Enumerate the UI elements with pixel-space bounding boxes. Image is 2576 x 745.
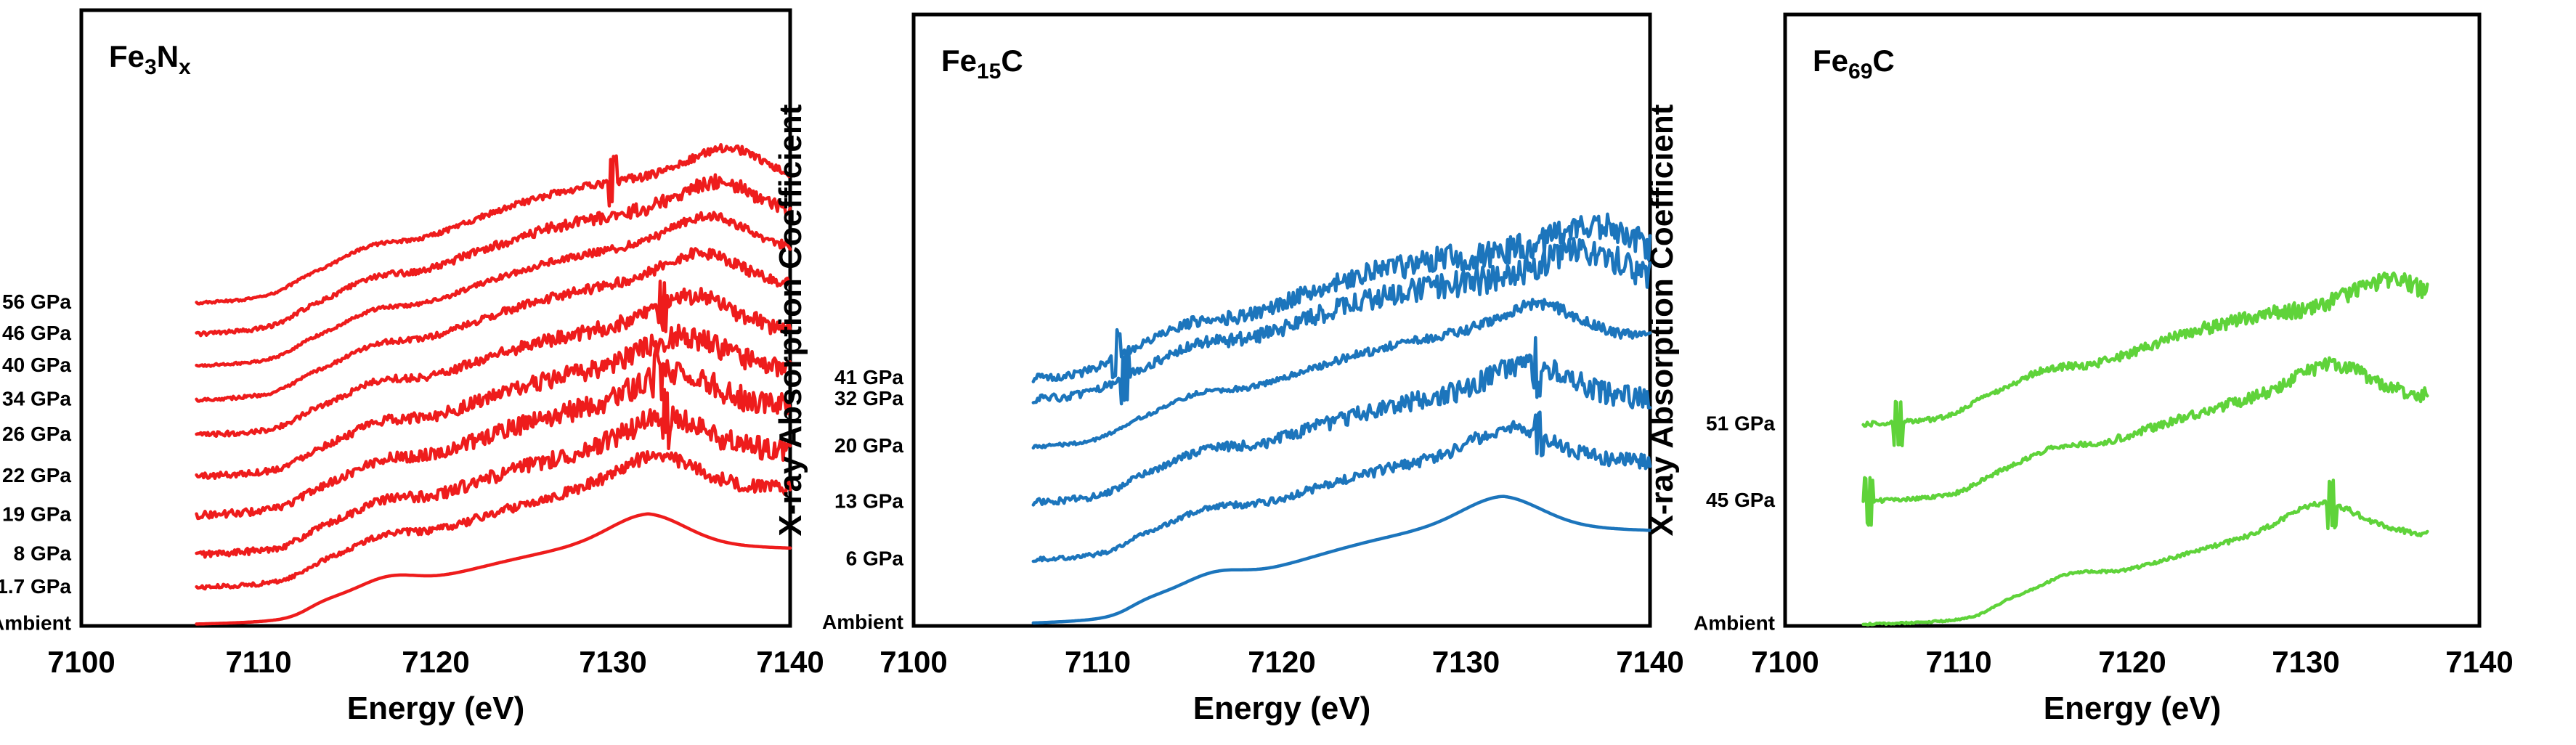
series-label: 19 GPa	[2, 502, 71, 525]
series-line-8-gpa	[195, 388, 792, 559]
series-label: 13 GPa	[834, 489, 903, 512]
series-label: 22 GPa	[2, 464, 71, 487]
x-tick-label: 7120	[2098, 645, 2166, 679]
panel-title: Fe3Nx	[109, 39, 191, 79]
series-label: 26 GPa	[2, 423, 71, 445]
series-label: 40 GPa	[2, 354, 71, 376]
series-line-20-gpa	[1031, 298, 1652, 450]
series-line-22-gpa	[195, 323, 792, 481]
x-tick-label: 7100	[47, 645, 115, 679]
plot-frame	[79, 8, 792, 628]
series-line-40-gpa	[195, 211, 792, 368]
x-tick-label: 7140	[1616, 645, 1683, 679]
x-tick-label: 7110	[225, 645, 291, 679]
series-line-45-gpa	[1861, 356, 2429, 527]
series-line-ambient	[195, 512, 792, 626]
x-tick-label: 7110	[1925, 645, 1991, 679]
x-tick-label: 7100	[879, 645, 947, 679]
x-tick-label: 7140	[756, 645, 824, 679]
panel-1: Ambient 1.7 GPa 8 GPa 19 GPa 22 GPa 26 GPa 34 …	[0, 8, 824, 726]
series-label: 46 GPa	[2, 322, 71, 344]
plot-frame	[1783, 12, 2482, 628]
series-label: Ambient	[0, 611, 71, 634]
x-tick-label: 7120	[402, 645, 469, 679]
series-line-41-gpa	[1031, 212, 1652, 383]
series-label: Ambient	[822, 611, 903, 633]
panel-title: Fe69C	[1813, 44, 1895, 84]
y-axis-title: X-ray Absorption Coefficient	[1644, 104, 1680, 536]
x-axis-title: Energy (eV)	[1193, 691, 1371, 726]
series-line-46-gpa	[195, 173, 792, 338]
series-label: Ambient	[1694, 612, 1775, 635]
series-line-1-7-gpa	[195, 449, 792, 591]
panel-title: Fe15C	[941, 44, 1023, 84]
plot-frame	[911, 12, 1652, 628]
series-label: 8 GPa	[14, 542, 72, 564]
series-label: 6 GPa	[846, 547, 904, 569]
x-tick-label: 7120	[1248, 645, 1315, 679]
series-line-6-gpa	[1031, 410, 1652, 563]
x-tick-label: 7130	[1432, 645, 1500, 679]
series-line-26-gpa	[195, 280, 792, 439]
series-line-ambient	[1031, 494, 1652, 625]
x-tick-label: 7100	[1751, 645, 1819, 679]
series-line-ambient	[1861, 479, 2429, 627]
x-tick-label: 7130	[579, 645, 646, 679]
series-line-51-gpa	[1861, 271, 2429, 447]
series-line-13-gpa	[1031, 335, 1652, 507]
series-label: 41 GPa	[834, 366, 903, 388]
x-axis-title: Energy (eV)	[347, 691, 525, 726]
y-axis-title: X-ray Absorption Coefficient	[773, 104, 808, 536]
series-label: 56 GPa	[2, 290, 71, 313]
series-line-32-gpa	[1031, 237, 1652, 406]
x-tick-label: 7140	[2445, 645, 2513, 679]
series-label: 45 GPa	[1706, 489, 1775, 511]
panel-3: Ambient 45 GPa 51 GPa 7100 7110 7120 7130 7140 E…	[1644, 12, 2514, 726]
series-label: 32 GPa	[834, 387, 903, 410]
x-axis-title: Energy (eV)	[2044, 691, 2222, 726]
series-line-56-gpa	[195, 143, 792, 306]
series-label: 20 GPa	[834, 434, 903, 457]
series-label: 51 GPa	[1706, 412, 1775, 434]
series-label: 34 GPa	[2, 388, 71, 410]
series-line-19-gpa	[195, 346, 792, 521]
series-label: 1.7 GPa	[0, 575, 71, 598]
series-line-34-gpa	[195, 247, 792, 403]
x-tick-label: 7130	[2272, 645, 2339, 679]
x-tick-label: 7110	[1065, 645, 1131, 679]
